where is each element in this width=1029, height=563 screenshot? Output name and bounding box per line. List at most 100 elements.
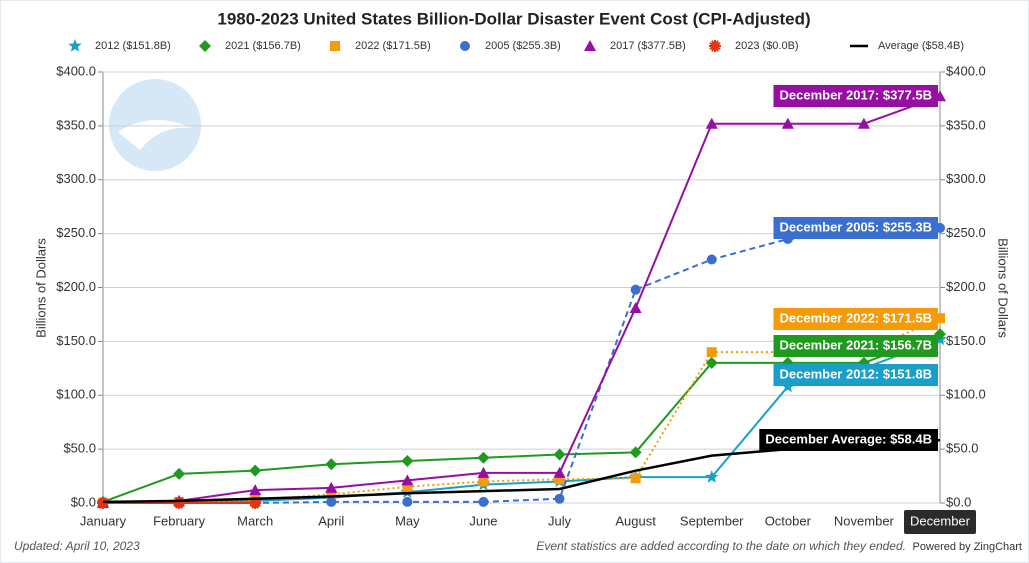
data-point (249, 464, 262, 477)
data-point (935, 313, 945, 324)
x-tick-label: October (765, 513, 812, 528)
value-label: December 2005: $255.3B (780, 219, 933, 234)
legend-swatch (330, 41, 340, 51)
y-tick-label: $0.0 (71, 494, 96, 509)
x-tick-label: May (395, 513, 420, 528)
y-tick-label: $350.0 (56, 117, 96, 132)
value-label: December 2022: $171.5B (780, 310, 933, 325)
value-label-box (773, 364, 938, 386)
data-point (402, 481, 413, 492)
data-point (249, 484, 262, 496)
value-label-box (773, 85, 938, 107)
y2-tick-label: $0.0 (946, 494, 971, 509)
data-point (401, 474, 414, 486)
data-point (630, 284, 641, 295)
legend-swatch (584, 40, 596, 51)
credit: Powered by ZingChart (913, 541, 1022, 553)
legend-label: 2017 ($377.5B) (610, 40, 686, 52)
value-label: December 2012: $151.8B (780, 366, 933, 381)
data-point (705, 470, 719, 483)
legend-label: Average ($58.4B) (878, 40, 964, 52)
x-tick-label: April (318, 513, 344, 528)
data-point (706, 347, 717, 358)
value-label: December 2017: $377.5B (780, 87, 933, 102)
y-tick-label: $300.0 (56, 171, 96, 186)
data-point (553, 466, 566, 478)
value-label-box (773, 217, 938, 239)
series-line (102, 95, 941, 504)
y-axis-title: Billions of Dollars (33, 238, 48, 338)
y-tick-label: $200.0 (56, 279, 96, 294)
x-tick-label: September (680, 513, 744, 528)
data-point (173, 497, 186, 509)
legend-label: 2005 ($255.3B) (485, 40, 561, 52)
data-point (857, 117, 870, 129)
data-point (478, 496, 489, 507)
x-tick-label: January (80, 513, 127, 528)
data-point (629, 301, 642, 313)
data-point (402, 496, 413, 507)
data-point (705, 117, 718, 129)
data-point (478, 476, 489, 487)
x-tick-label: March (237, 513, 273, 528)
data-point (705, 356, 718, 369)
y2-tick-label: $200.0 (946, 279, 986, 294)
data-point (326, 489, 337, 500)
data-point (325, 458, 338, 471)
data-point (477, 451, 490, 464)
y2-tick-label: $50.0 (946, 441, 979, 456)
y2-tick-label: $250.0 (946, 225, 986, 240)
footer-note: Event statistics are added according to … (536, 539, 906, 553)
value-label-box (773, 308, 938, 330)
value-label: December Average: $58.4B (765, 431, 932, 446)
series-line (102, 333, 941, 503)
x-tick-label: November (834, 513, 895, 528)
data-point (553, 448, 566, 461)
value-label-box (759, 429, 938, 451)
y2-tick-label: $100.0 (946, 387, 986, 402)
legend-label: 2012 ($151.8B) (95, 40, 171, 52)
data-point (781, 117, 794, 129)
data-point (249, 497, 262, 509)
chart-title: 1980-2023 United States Billion-Dollar D… (217, 9, 810, 28)
y-tick-label: $50.0 (63, 441, 96, 456)
data-point (630, 473, 641, 484)
y-tick-label: $150.0 (56, 333, 96, 348)
data-point (554, 474, 565, 485)
y2-axis-title: Billions of Dollars (996, 238, 1011, 338)
x-tick-label: February (153, 513, 206, 528)
legend-swatch (709, 40, 721, 52)
data-point (554, 493, 565, 504)
x-tick-highlight (904, 510, 976, 534)
legend-label: 2021 ($156.7B) (225, 40, 301, 52)
legend-swatch (68, 39, 82, 52)
data-point (325, 481, 338, 493)
y-tick-label: $100.0 (56, 387, 96, 402)
y2-tick-label: $350.0 (946, 117, 986, 132)
data-point (629, 446, 642, 459)
y2-tick-label: $400.0 (946, 63, 986, 78)
data-point (97, 497, 109, 509)
data-point (326, 496, 337, 507)
footer-updated: Updated: April 10, 2023 (14, 539, 140, 553)
legend-swatch (460, 41, 470, 51)
y-tick-label: $250.0 (56, 225, 96, 240)
x-tick-label: June (469, 513, 497, 528)
data-point (477, 466, 490, 478)
data-point (173, 467, 186, 480)
legend-label: 2023 ($0.0B) (735, 40, 799, 52)
data-point (706, 254, 717, 265)
y-tick-label: $400.0 (56, 63, 96, 78)
x-tick-label: July (548, 513, 572, 528)
y2-tick-label: $150.0 (946, 333, 986, 348)
legend-swatch (199, 40, 211, 52)
data-point (401, 454, 414, 467)
y2-tick-label: $300.0 (946, 171, 986, 186)
legend-label: 2022 ($171.5B) (355, 40, 431, 52)
noaa-logo (109, 79, 201, 171)
value-label: December 2021: $156.7B (780, 337, 933, 352)
x-tick-label: December (910, 513, 971, 528)
value-label-box (773, 335, 938, 357)
x-tick-label: August (615, 513, 656, 528)
